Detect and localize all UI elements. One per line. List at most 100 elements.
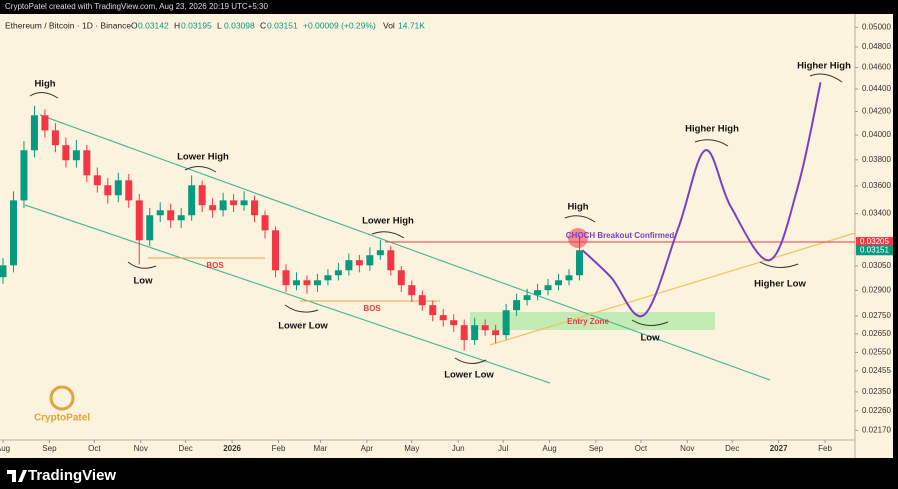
x-tick-label: Aug [0, 444, 10, 453]
annotation: Low [641, 333, 661, 344]
annotation: CHOCH Breakout Confirmed [566, 231, 675, 240]
candle-body [408, 285, 416, 296]
annotation: Lower Low [444, 370, 494, 381]
candle-body [230, 200, 238, 206]
legend-label: Vol [383, 20, 395, 30]
annotation: Low [134, 276, 154, 287]
x-tick-label: Apr [361, 444, 374, 453]
candle-body [292, 280, 300, 286]
channel-line [24, 204, 551, 384]
x-tick-label: Mar [314, 444, 328, 453]
y-tick-label: 0.02900 [862, 285, 891, 294]
candle-body [93, 175, 101, 186]
candle-body [366, 255, 374, 266]
candle-body [125, 180, 133, 201]
candle-body [418, 295, 426, 306]
candle-body [20, 150, 28, 201]
x-tick-label: Dec [179, 444, 193, 453]
legend-label: H [174, 20, 180, 30]
y-tick-label: 0.02170 [862, 425, 891, 434]
brand-logo [7, 470, 27, 482]
annotation: Lower Low [278, 321, 328, 332]
candle-body [240, 200, 248, 206]
y-tick-label: 0.03600 [862, 181, 891, 190]
candle-body [544, 285, 552, 291]
candle-body [313, 280, 321, 286]
candle-body [146, 215, 154, 241]
y-tick-label: 0.02260 [862, 406, 891, 415]
candle-body [450, 320, 458, 326]
y-tick-label: 0.04000 [862, 130, 891, 139]
y-tick-label: 0.03800 [862, 155, 891, 164]
y-tick-label: 0.04600 [862, 63, 891, 72]
candle-body [324, 275, 332, 281]
x-tick-label: Nov [134, 444, 148, 453]
candle-body [555, 280, 563, 286]
candle-body [565, 275, 573, 281]
credit: CryptoPatel created with TradingView.com… [5, 2, 268, 11]
price-marker [856, 245, 893, 256]
projection-line [581, 82, 822, 318]
x-tick-label: Aug [542, 444, 556, 453]
arrow [284, 304, 319, 313]
candle-body [41, 115, 49, 131]
candle-body [345, 260, 353, 271]
arrow [29, 92, 59, 99]
candle-body [523, 295, 531, 301]
candle-body [83, 150, 91, 176]
candle-body [439, 315, 447, 321]
candle-body [334, 270, 342, 276]
candle-body [303, 280, 311, 286]
annotation: BOS [206, 261, 224, 270]
candle-body [429, 305, 437, 316]
support-line [489, 232, 856, 346]
x-tick-label: Feb [272, 444, 286, 453]
candle-body [387, 250, 395, 271]
price-marker-label: 0.03151 [860, 245, 889, 254]
legend-change: +0.00009 (+0.29%) [303, 20, 376, 30]
x-tick-label: May [404, 444, 419, 453]
annotation: High [567, 202, 588, 213]
candle-body [9, 200, 17, 266]
arrow [454, 357, 487, 364]
candle-body [72, 150, 80, 161]
annotation: Higher Low [754, 279, 806, 290]
x-tick-label: Feb [818, 444, 832, 453]
price-marker-label: 0.03205 [860, 237, 889, 246]
x-tick-label: Jun [452, 444, 465, 453]
y-tick-label: 0.02350 [862, 387, 891, 396]
candle-body [0, 265, 7, 278]
annotation: Entry Zone [567, 317, 609, 326]
candle-body [460, 325, 468, 341]
candle-body [209, 205, 217, 211]
x-tick-label: Sep [589, 444, 604, 453]
legend-label: O [131, 20, 138, 30]
annotation: Higher High [685, 124, 739, 135]
y-tick-label: 0.04200 [862, 107, 891, 116]
x-tick-label: 2027 [770, 444, 788, 453]
legend-value: 14.71K [398, 20, 425, 30]
legend-value: 0.03151 [267, 20, 298, 30]
x-tick-label: Oct [635, 444, 648, 453]
y-tick-label: 0.02750 [862, 311, 891, 320]
candle-body [261, 215, 269, 231]
symbol: Ethereum / Bitcoin · 1D · Binance [5, 20, 131, 30]
candle-body [167, 210, 175, 221]
annotation: Lower High [362, 216, 414, 227]
candle-body [282, 270, 290, 286]
candle-body [376, 250, 384, 256]
legend-value: 0.03195 [181, 20, 212, 30]
arrow [694, 139, 729, 147]
arrow [759, 261, 799, 268]
x-tick-label: 2026 [223, 444, 241, 453]
candle-body [355, 260, 363, 266]
y-tick-label: 0.05000 [862, 22, 891, 31]
y-tick-label: 0.04800 [862, 42, 891, 51]
y-tick-label: 0.02550 [862, 348, 891, 357]
candle-body [188, 185, 196, 216]
candle-body [513, 300, 521, 311]
y-tick-label: 0.02650 [862, 329, 891, 338]
candle-body [471, 325, 479, 341]
price-marker [856, 237, 893, 248]
